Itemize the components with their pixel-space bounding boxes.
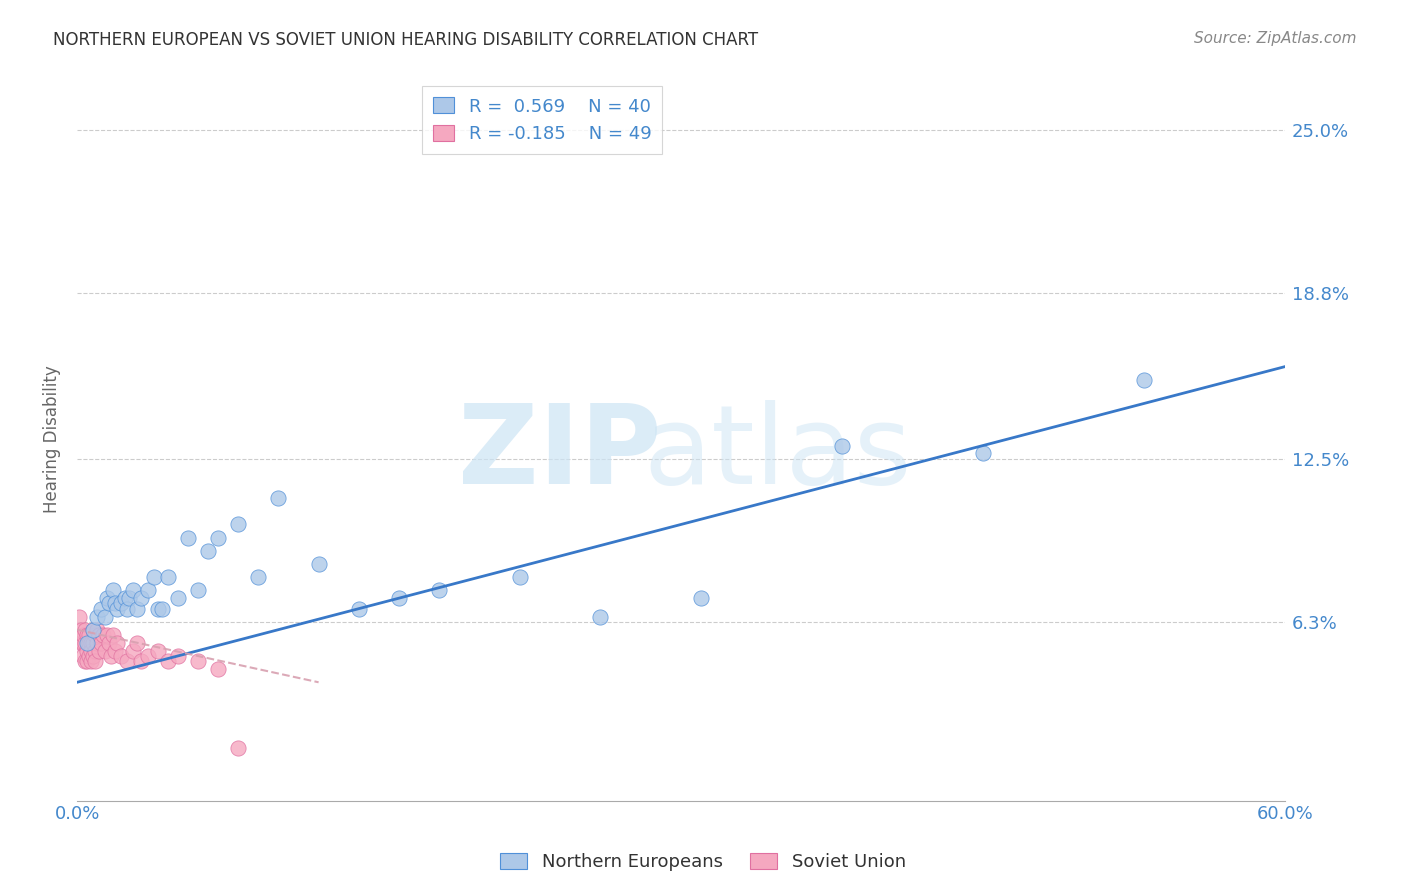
Point — [131, 591, 153, 606]
Point — [90, 636, 112, 650]
Point — [84, 654, 107, 668]
Point — [146, 601, 169, 615]
Point — [96, 628, 118, 642]
Point — [146, 644, 169, 658]
Point — [509, 570, 531, 584]
Point — [114, 591, 136, 606]
Point — [117, 601, 139, 615]
Point — [156, 570, 179, 584]
Point — [136, 648, 159, 663]
Point — [131, 654, 153, 668]
Point — [226, 741, 249, 756]
Point — [105, 601, 128, 615]
Point — [86, 609, 108, 624]
Y-axis label: Hearing Disability: Hearing Disability — [44, 365, 60, 513]
Point — [77, 648, 100, 663]
Point — [84, 644, 107, 658]
Point — [77, 628, 100, 642]
Point — [96, 591, 118, 606]
Point — [427, 583, 450, 598]
Point — [100, 648, 122, 663]
Text: NORTHERN EUROPEAN VS SOVIET UNION HEARING DISABILITY CORRELATION CHART: NORTHERN EUROPEAN VS SOVIET UNION HEARIN… — [53, 31, 759, 49]
Point — [80, 654, 103, 668]
Point — [187, 654, 209, 668]
Point — [127, 636, 149, 650]
Point — [84, 628, 107, 642]
Point — [388, 591, 411, 606]
Point — [82, 623, 104, 637]
Point — [136, 583, 159, 598]
Point — [207, 531, 229, 545]
Point — [91, 628, 114, 642]
Point — [82, 648, 104, 663]
Point — [110, 648, 132, 663]
Point — [76, 636, 98, 650]
Point — [75, 623, 97, 637]
Text: ZIP: ZIP — [458, 400, 662, 507]
Point — [122, 583, 145, 598]
Point — [82, 623, 104, 637]
Point — [90, 601, 112, 615]
Point — [690, 591, 713, 606]
Point — [104, 596, 127, 610]
Point — [187, 583, 209, 598]
Point — [197, 543, 219, 558]
Point — [226, 517, 249, 532]
Point — [76, 644, 98, 658]
Point — [80, 644, 103, 658]
Point — [589, 609, 612, 624]
Point — [156, 654, 179, 668]
Point — [77, 636, 100, 650]
Point — [831, 439, 853, 453]
Point — [177, 531, 200, 545]
Text: Source: ZipAtlas.com: Source: ZipAtlas.com — [1194, 31, 1357, 46]
Point — [207, 662, 229, 676]
Point — [67, 609, 90, 624]
Point — [98, 636, 121, 650]
Point — [80, 636, 103, 650]
Point — [86, 636, 108, 650]
Point — [94, 644, 117, 658]
Point — [72, 628, 94, 642]
Point — [972, 446, 994, 460]
Point — [72, 636, 94, 650]
Point — [103, 583, 125, 598]
Point — [247, 570, 270, 584]
Text: atlas: atlas — [643, 400, 911, 507]
Point — [104, 644, 127, 658]
Point — [103, 628, 125, 642]
Legend: R =  0.569    N = 40, R = -0.185    N = 49: R = 0.569 N = 40, R = -0.185 N = 49 — [422, 87, 662, 153]
Point — [122, 644, 145, 658]
Point — [142, 570, 165, 584]
Point — [166, 591, 188, 606]
Point — [267, 491, 290, 506]
Point — [117, 654, 139, 668]
Point — [94, 609, 117, 624]
Point — [127, 601, 149, 615]
Point — [150, 601, 173, 615]
Point — [76, 628, 98, 642]
Legend: Northern Europeans, Soviet Union: Northern Europeans, Soviet Union — [494, 846, 912, 879]
Point — [72, 648, 94, 663]
Point — [70, 623, 93, 637]
Point — [89, 628, 111, 642]
Point — [1132, 373, 1154, 387]
Point — [86, 623, 108, 637]
Point — [75, 654, 97, 668]
Point — [110, 596, 132, 610]
Point — [75, 636, 97, 650]
Point — [166, 648, 188, 663]
Point — [105, 636, 128, 650]
Point — [89, 644, 111, 658]
Point — [118, 591, 141, 606]
Point — [308, 557, 330, 571]
Point — [98, 596, 121, 610]
Point — [70, 636, 93, 650]
Point — [76, 654, 98, 668]
Point — [347, 601, 370, 615]
Point — [82, 636, 104, 650]
